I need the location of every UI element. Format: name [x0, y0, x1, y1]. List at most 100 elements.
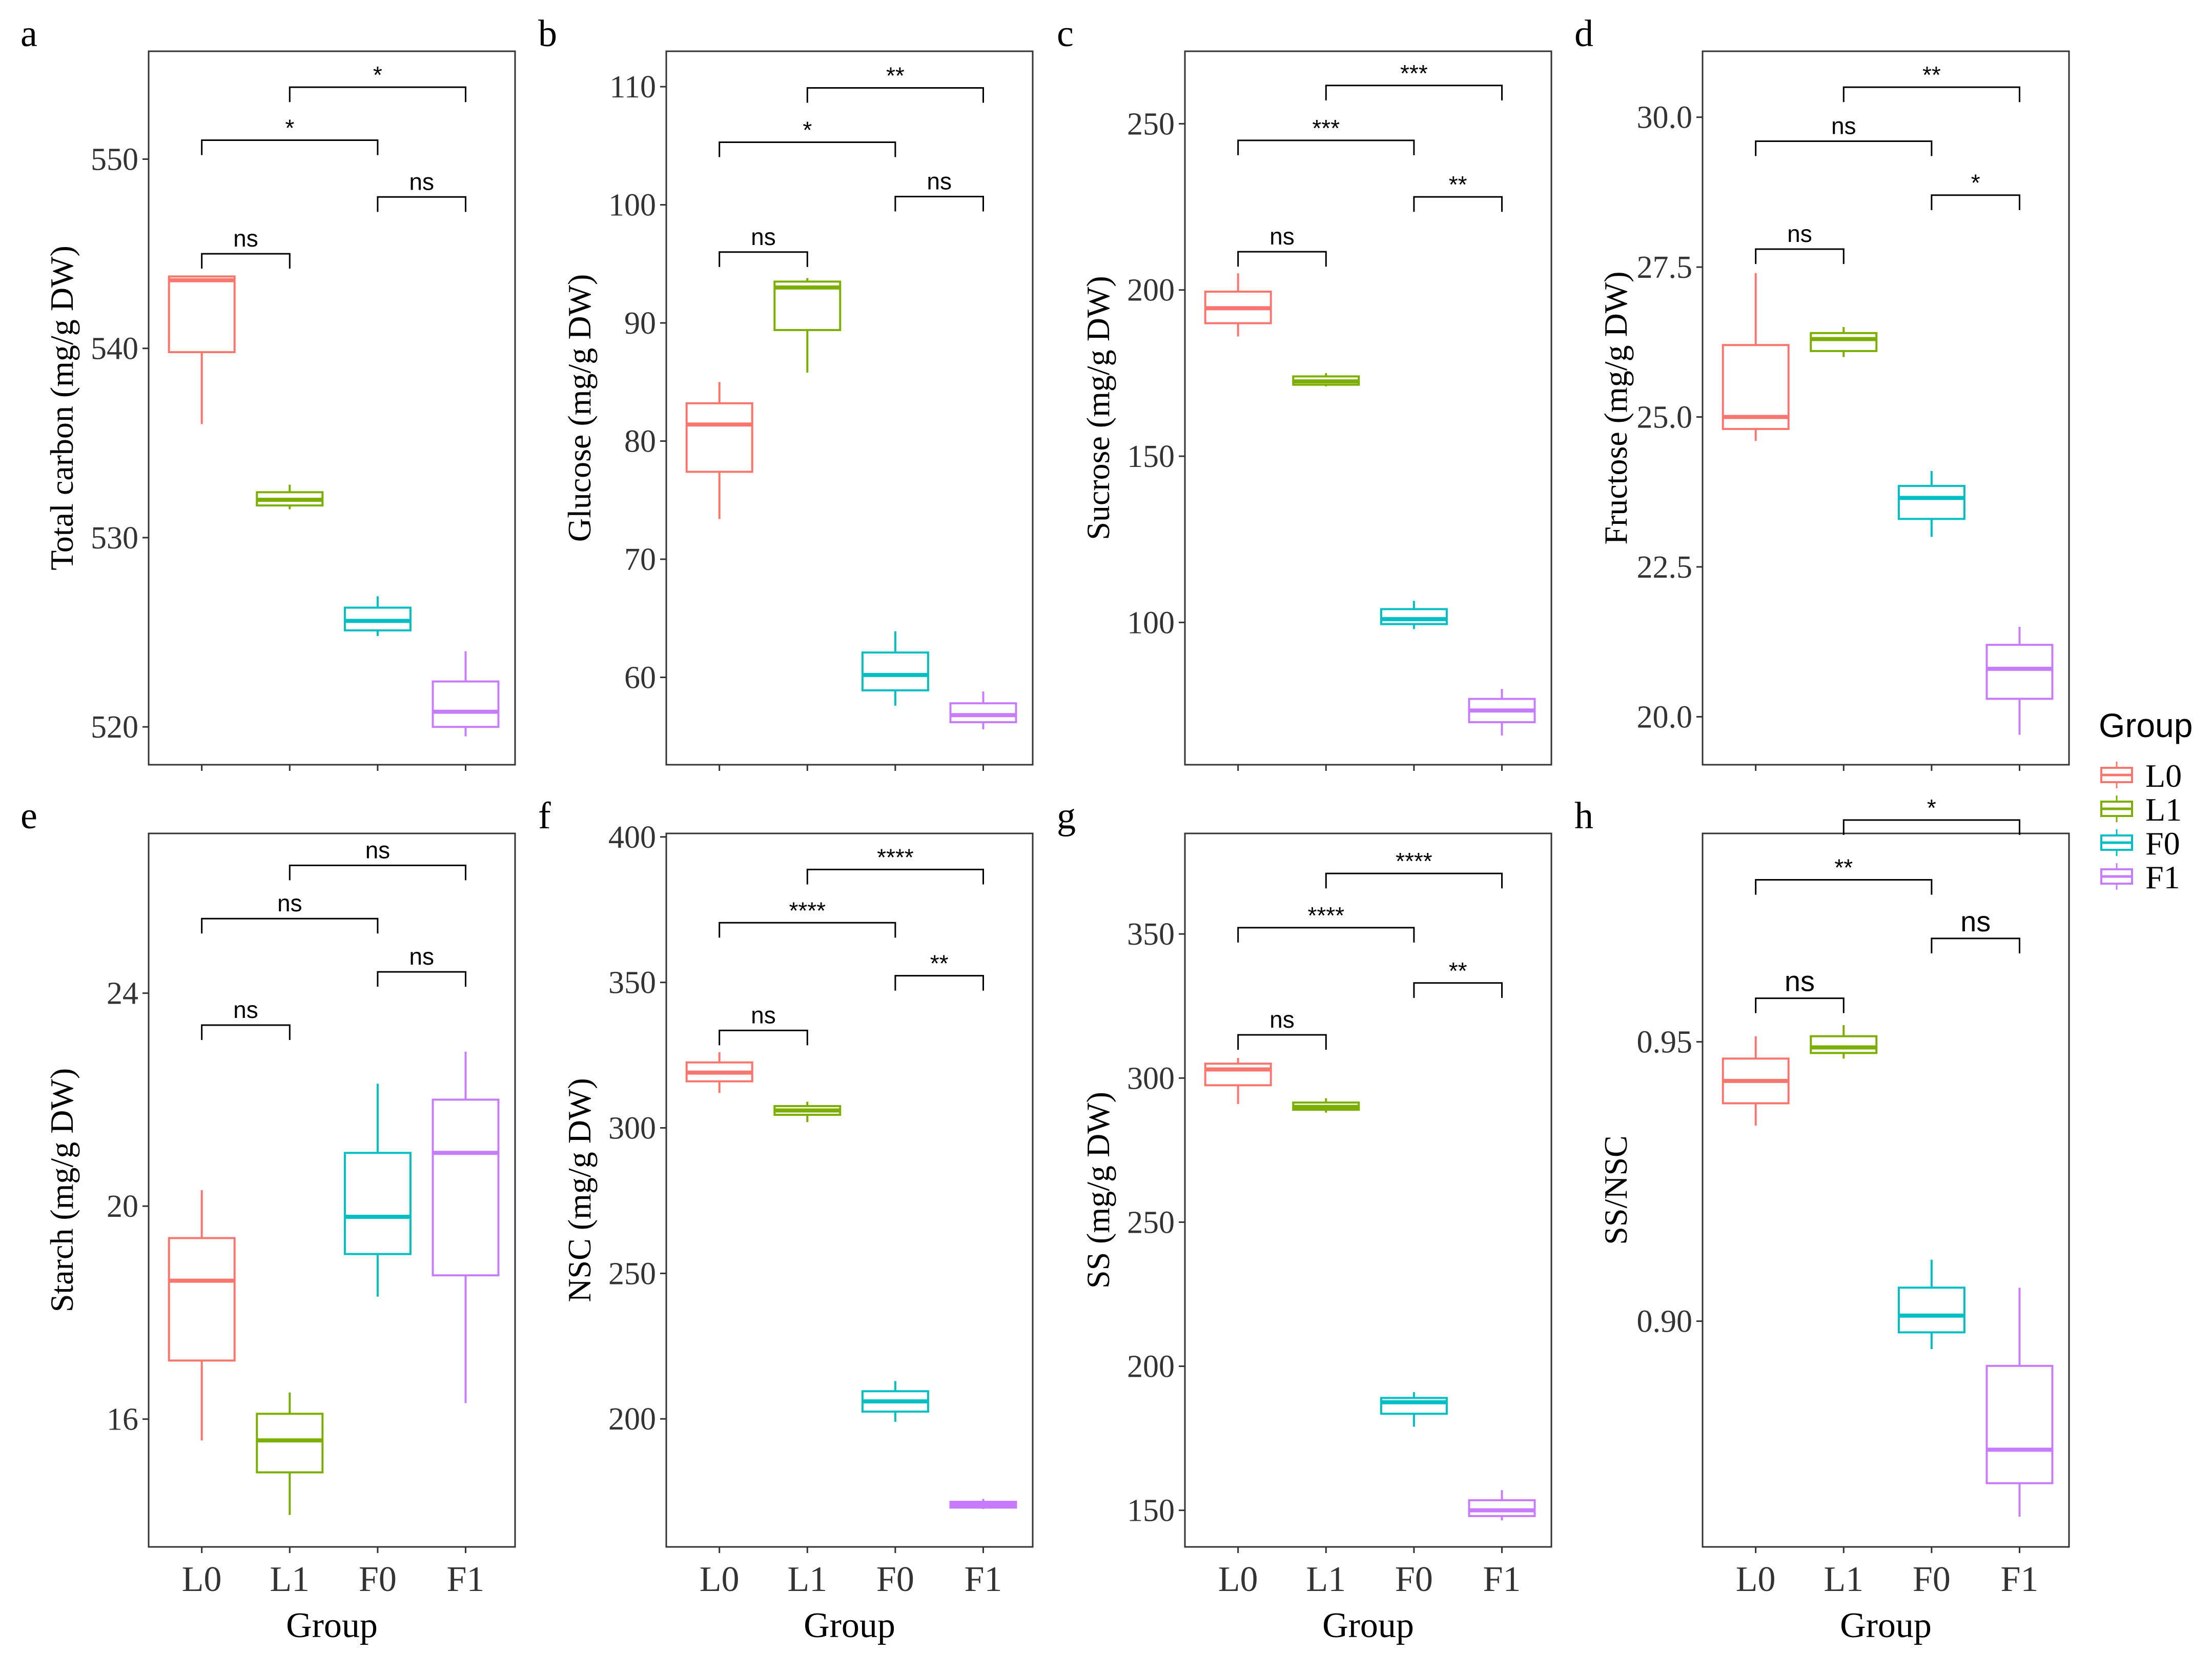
y-tick-label: 200 [1127, 1350, 1175, 1384]
significance-label: ** [1834, 854, 1853, 881]
y-axis-title: Glucose (mg/g DW) [561, 274, 598, 542]
plot-frame [1184, 50, 1552, 766]
significance-bracket [1755, 248, 1845, 264]
box-iqr [432, 1098, 500, 1277]
x-tick-label: F1 [965, 1560, 1002, 1599]
legend-label: L1 [2145, 791, 2182, 828]
y-tick-label: 30.0 [1637, 100, 1693, 135]
y-axis-title: SS (mg/g DW) [1080, 1092, 1116, 1289]
comparison-L1-F1: * [289, 62, 466, 103]
y-tick-label: 520 [91, 710, 138, 745]
box-iqr [1810, 1035, 1878, 1054]
comparison-F0-F1: ** [894, 950, 984, 991]
box-iqr [1897, 1287, 1965, 1334]
comparison-F0-F1: ns [377, 943, 466, 987]
legend-label: L0 [2145, 758, 2182, 794]
y-tick-label: 550 [91, 142, 138, 177]
significance-bracket [1842, 86, 2020, 103]
significance-bracket [1237, 139, 1415, 155]
legend-label: F0 [2145, 825, 2180, 862]
significance-bracket [894, 975, 984, 991]
significance-label: * [1971, 170, 1980, 196]
y-tick-label: 250 [608, 1256, 656, 1291]
panel-label: e [21, 795, 37, 837]
box-F1 [432, 651, 500, 737]
x-tick-label: F1 [1483, 1560, 1521, 1599]
significance-label: ns [409, 943, 434, 970]
significance-bracket [719, 251, 808, 267]
x-tick-label: L1 [787, 1560, 827, 1599]
y-tick-label: 70 [624, 542, 656, 577]
plot-frame [665, 832, 1034, 1548]
significance-label: * [1927, 794, 1936, 821]
significance-bracket [894, 195, 984, 212]
box-F0 [1897, 1259, 1965, 1350]
box-F1 [432, 1051, 500, 1403]
y-tick-label: 200 [1127, 273, 1175, 308]
significance-label: ns [409, 168, 434, 195]
comparison-L0-F0: *** [1237, 115, 1415, 155]
x-axis-title: Group [1322, 1606, 1414, 1645]
x-tick-label: F1 [2001, 1560, 2039, 1599]
plot-frame [1184, 832, 1552, 1548]
box-L0 [1722, 1036, 1790, 1126]
comparison-L0-F0: ns [1755, 112, 1933, 156]
comparison-L0-F0: ns [201, 890, 379, 934]
legend-title: Group [2099, 706, 2193, 744]
box-F0 [861, 1381, 929, 1422]
panel-label: b [538, 13, 557, 55]
box-F0 [343, 596, 412, 636]
y-tick-label: 22.5 [1637, 550, 1693, 585]
plot-frame [1702, 832, 2070, 1548]
significance-label: * [373, 62, 382, 88]
y-axis-title: Total carbon (mg/g DW) [44, 246, 80, 570]
significance-bracket [201, 139, 379, 155]
y-tick-label: 24 [107, 976, 138, 1011]
box-F1 [949, 1499, 1017, 1509]
significance-label: ns [277, 890, 302, 916]
comparison-L0-L1: ns [201, 996, 291, 1040]
x-tick-label: L0 [1736, 1560, 1776, 1599]
significance-label: ns [1831, 112, 1856, 139]
significance-bracket [1755, 997, 1845, 1013]
significance-bracket [806, 868, 984, 885]
x-tick-label: F1 [447, 1560, 485, 1599]
box-L1 [773, 278, 842, 373]
x-tick-label: L1 [270, 1560, 310, 1599]
legend-item-F1: F1 [2100, 859, 2180, 895]
box-L1 [1292, 1098, 1360, 1113]
significance-bracket [289, 86, 466, 103]
y-tick-label: 20.0 [1637, 700, 1693, 734]
box-L1 [256, 1392, 324, 1515]
significance-bracket [377, 971, 466, 987]
significance-label: ns [1785, 965, 1815, 997]
y-tick-label: 300 [608, 1111, 656, 1146]
y-tick-label: 20 [107, 1189, 138, 1224]
box-iqr [1810, 332, 1878, 352]
box-F1 [1468, 689, 1536, 736]
box-L1 [1292, 373, 1360, 386]
legend-item-L1: L1 [2100, 791, 2182, 828]
significance-bracket [1413, 982, 1503, 998]
y-tick-label: 200 [608, 1402, 656, 1437]
significance-label: ns [1960, 905, 1991, 937]
x-tick-label: L0 [1218, 1560, 1258, 1599]
y-tick-label: 100 [1127, 605, 1175, 640]
plot-frame [665, 50, 1034, 766]
panel-e: e 16 20 24 L0 L1 F0 F1 Starch (mg/g DW) Group ns ns… [21, 795, 516, 1645]
x-tick-label: F0 [1395, 1560, 1433, 1599]
significance-bracket [201, 1024, 291, 1040]
box-L1 [256, 484, 324, 509]
comparison-L0-L1: ns [719, 1002, 808, 1046]
comparison-L1-F1: **** [1325, 848, 1503, 889]
panel-label: f [538, 795, 551, 837]
panel-a: a 520 530 540 550 Total carbon (mg/g DW) ns ns *… [21, 13, 516, 771]
panel-label: d [1574, 13, 1593, 55]
x-axis-title: Group [804, 1606, 895, 1645]
y-tick-label: 90 [624, 306, 656, 341]
comparison-F0-F1: ns [377, 168, 466, 212]
y-tick-label: 0.95 [1637, 1025, 1693, 1060]
comparison-L1-F1: ns [289, 836, 466, 881]
comparison-L1-F1: ** [1842, 62, 2020, 103]
